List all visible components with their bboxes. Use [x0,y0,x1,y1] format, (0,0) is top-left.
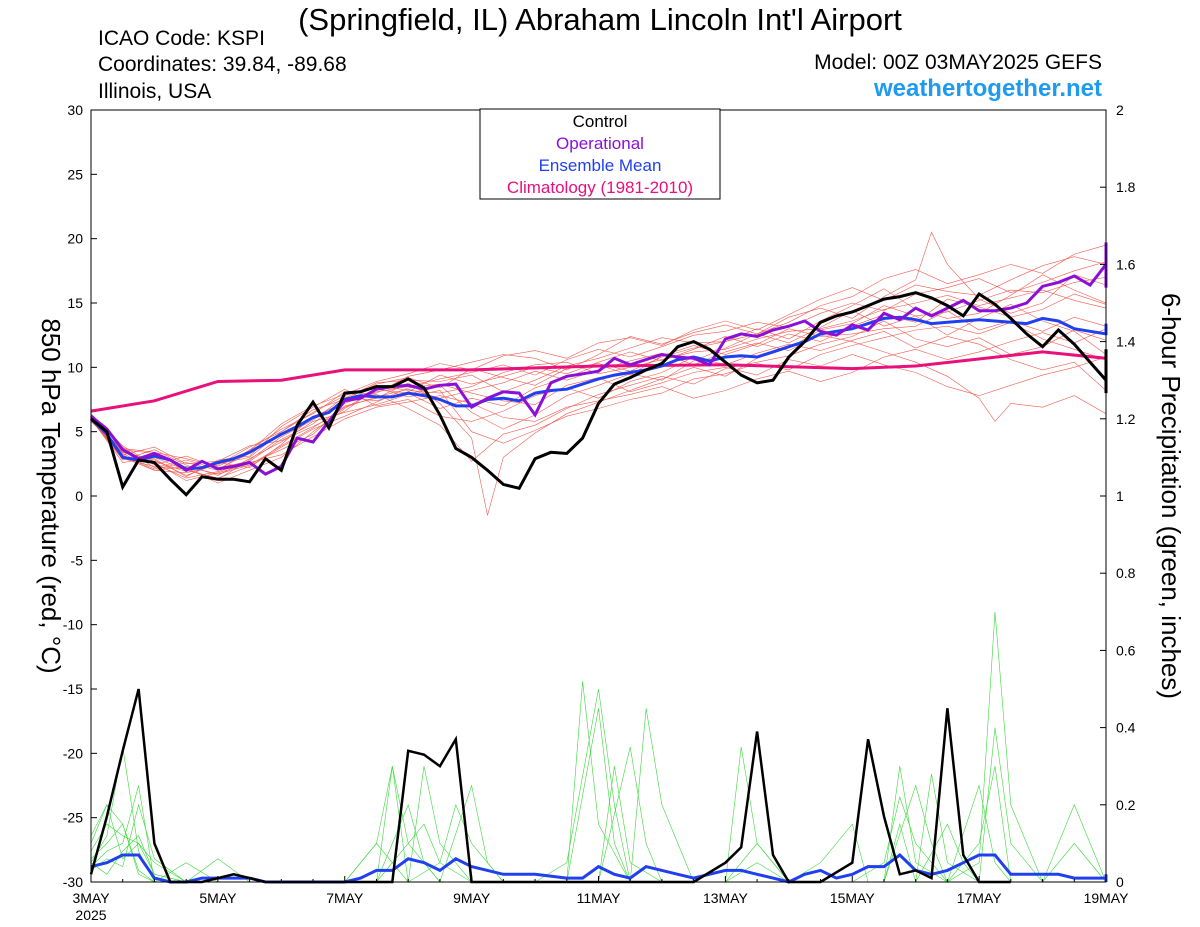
y-tick-label: 10 [67,359,83,375]
temp-member-line-10 [90,174,1107,472]
x-tick-label: 7MAY [326,890,364,906]
temp-member-line-7 [90,249,1107,469]
y2-tick-label: 0.2 [1116,797,1136,813]
temp-member-line-12 [90,215,1107,467]
x-tick-label: 9MAY [453,890,491,906]
temp-member-line-5 [90,330,1107,525]
y2-tick-label: 1.4 [1116,334,1136,350]
x-tick-label: 19MAY [1084,890,1130,906]
temp-member-line-9 [90,310,1107,471]
precip-member-line-8 [90,681,1106,883]
temp-mean-line [89,315,1108,471]
precip-control-line [89,688,1011,884]
temp-member-line-4 [90,231,1107,470]
y-axis-label: 850 hPa Temperature (red, °C) [36,318,66,673]
y-tick-label: -10 [63,617,83,633]
x-tick-label: 13MAY [703,890,749,906]
y2-tick-label: 1.8 [1116,179,1136,195]
region: Illinois, USA [98,80,212,103]
axes: 302520151050-5-10-15-20-25-3021.81.61.41… [63,102,1136,923]
x-tick-sublabel: 2025 [75,907,106,923]
main-series [89,242,1108,884]
legend-entry: Climatology (1981-2010) [507,178,693,197]
y2-tick-label: 1.6 [1116,256,1136,272]
y-tick-label: -30 [63,874,83,890]
temp-member-line-8 [90,341,1107,479]
x-tick-label: 3MAY [72,890,110,906]
coordinates: Coordinates: 39.84, -89.68 [98,53,347,76]
x-tick-label: 5MAY [199,890,237,906]
x-tick-label: 11MAY [577,890,621,906]
temperature-members [90,174,1107,525]
x-tick-label: 15MAY [830,890,876,906]
y2-axis-label: 6-hour Precipitation (green, inches) [1156,293,1186,699]
y2-tick-label: 2 [1116,102,1124,118]
legend-entry: Operational [556,134,644,153]
legend-entry: Ensemble Mean [539,156,662,175]
temp-member-line-13 [90,269,1107,480]
chart-title: (Springfield, IL) Abraham Lincoln Int'l … [298,2,902,37]
y2-tick-label: 1 [1116,488,1124,504]
model-run: Model: 00Z 03MAY2025 GEFS [814,51,1102,74]
climatology-line [90,350,1108,413]
icao-code: ICAO Code: KSPI [98,27,265,50]
y-tick-label: 15 [67,295,83,311]
y-tick-label: 0 [75,488,83,504]
site-link[interactable]: weathertogether.net [873,75,1102,102]
temp-member-line-2 [90,303,1107,476]
y2-tick-label: 1.2 [1116,411,1136,427]
y2-tick-label: 0.6 [1116,642,1136,658]
y-tick-label: 5 [75,424,83,440]
precip-member-line-2 [90,708,1107,883]
precip-member-line-1 [90,611,1107,883]
precip-member-line-4 [90,708,1107,883]
temp-member-line-15 [90,207,1107,476]
legend-box [479,108,721,200]
temp-member-line-11 [90,321,1107,479]
precip-member-line-3 [90,727,1107,883]
temp-control-line [90,291,1108,497]
y-tick-label: 30 [67,102,83,118]
y-tick-label: -5 [71,552,84,568]
legend: Control Operational Ensemble Mean Climatolo… [479,108,721,200]
precipitation-members [90,611,1107,883]
y-tick-label: 25 [67,166,83,182]
y-tick-label: -20 [63,745,83,761]
y2-tick-label: 0.4 [1116,720,1136,736]
x-tick-label: 17MAY [957,890,1003,906]
y-tick-label: -25 [63,810,83,826]
y-tick-label: 20 [67,231,83,247]
temp-member-line-14 [90,321,1107,465]
y2-tick-label: 0 [1116,874,1124,890]
y-tick-label: -15 [63,681,83,697]
legend-entry: Control [573,112,628,131]
y2-tick-label: 0.8 [1116,565,1136,581]
